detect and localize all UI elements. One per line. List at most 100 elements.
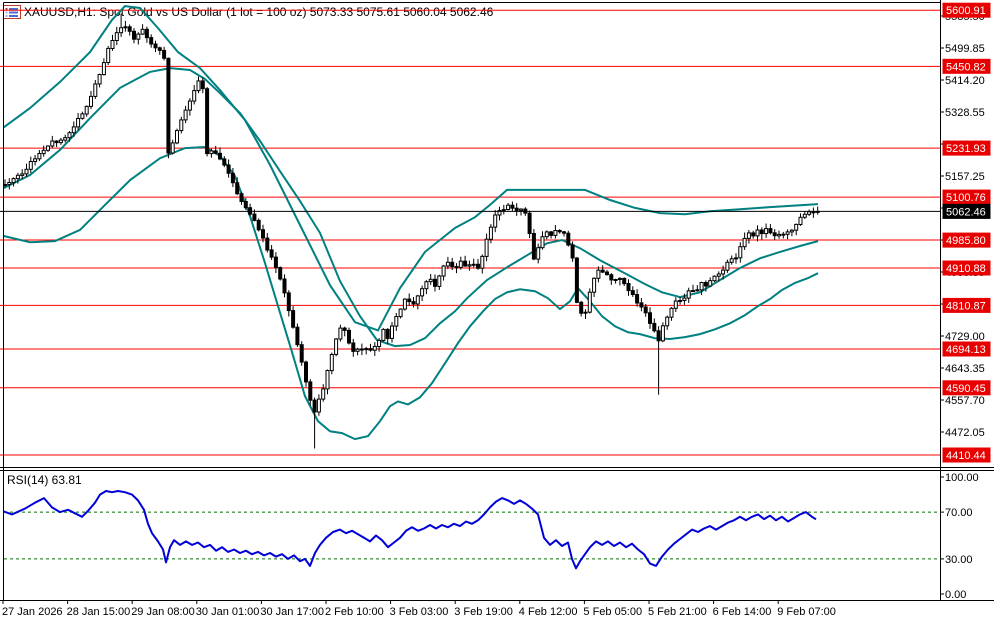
candle-bull [33,158,38,163]
candle-bull [484,238,489,257]
candle-bull [24,168,29,175]
candle-bull [742,237,747,248]
candle-bear [652,322,657,332]
candle-bull [321,388,326,400]
candle-bear [308,381,313,401]
price-level-badge [942,260,991,276]
candle-bear [261,229,265,239]
rsi-indicator-label: RSI(14) 63.81 [7,473,82,487]
price-badges: 5600.91 5450.82 5231.93 5100.76 4985.80 4910.… [942,2,991,463]
candle-bull [381,328,386,341]
candle-bear [295,326,300,346]
candle-bull [802,213,807,218]
candle-bull [101,62,106,76]
candle-bear [411,301,416,305]
price-level-badge [942,58,991,74]
candle-bull [192,90,197,102]
candle-bull [764,228,769,235]
candle-bull [84,105,89,115]
candle-bear [450,261,455,268]
candle-bull [669,307,674,318]
candle-bull [7,182,12,185]
rsi-level-lines [4,511,940,560]
candle-bear [630,290,635,296]
candle-bull [480,255,485,269]
candle-bull [708,280,713,287]
price-level-badge [942,297,991,313]
price-tick-label: 4643.35 [945,363,985,375]
candle-bear [600,269,605,273]
candle-bear [157,47,162,51]
price-level-badge [942,203,991,219]
candle-bull [673,300,678,309]
candle-bear [527,212,532,234]
candle-bear [213,150,218,154]
candle-bull [540,236,545,249]
candle-bear [239,193,244,202]
candle-bear [243,201,248,209]
candle-bull [497,210,502,216]
rsi-tick-label: 70.00 [945,507,973,519]
candle-bull [71,126,76,134]
candle-bull [106,47,111,64]
time-tick-label: 29 Jan 08:00 [131,606,195,618]
candle-bull [15,174,20,180]
candle-bear [811,211,816,214]
candle-bear [514,207,519,211]
bollinger-bands [4,5,819,441]
price-level-badge-label: 5062.46 [946,206,986,218]
candle-bull [441,265,446,277]
bollinger-middle-band [4,67,819,348]
candle-bull [110,40,115,49]
candle-bull [394,316,399,327]
candle-bear [407,298,412,303]
price-tick-label: 4729.00 [945,331,985,343]
chart-icon-line-3 [9,15,18,17]
candle-bear [269,249,274,258]
candle-bear [226,164,231,174]
candle-bull [93,83,98,97]
candle-bear [230,172,235,184]
candle-bull [175,130,179,144]
candle-bull [11,178,16,184]
price-level-badge-label: 4694.13 [946,344,986,356]
candle-bull [338,327,343,340]
price-level-badge-label: 4810.87 [946,300,986,312]
candle-bull [544,231,549,238]
candle-bull [777,233,781,237]
rsi-tick-label: 100.00 [945,472,979,484]
candle-bear [385,328,390,339]
candle-bear [286,292,291,312]
candle-bull [67,132,72,139]
candle-bear [626,283,631,292]
candle-bull [402,298,407,310]
price-level-badge [942,2,991,18]
candle-bull [553,230,558,236]
candle-bull [46,145,50,151]
candle-bull [119,27,124,34]
candle-bull [665,316,670,327]
candle-bull [721,269,726,275]
price-tick-label: 5328.55 [945,107,985,119]
candle-bull [716,273,721,277]
chart-icon[interactable] [3,5,21,19]
candle-bull [729,258,734,263]
candle-bull [617,277,622,280]
candle-bull [536,247,541,260]
candle-bull [123,26,128,29]
candle-bull [789,229,794,233]
candle-bull [415,295,420,305]
candle-bull [114,32,119,42]
candle-bull [437,275,442,287]
candle-bull [80,113,85,119]
price-tick-label: 5414.20 [945,75,985,87]
candle-bear [153,43,158,49]
candle-bear [144,28,149,39]
price-tick-label: 5157.25 [945,171,985,183]
candle-bear [463,260,468,267]
candle-bull [4,184,7,186]
chart-icon-bullet-2 [5,11,8,14]
rsi-tick-label: 0.00 [945,589,966,601]
candle-bull [170,142,175,154]
